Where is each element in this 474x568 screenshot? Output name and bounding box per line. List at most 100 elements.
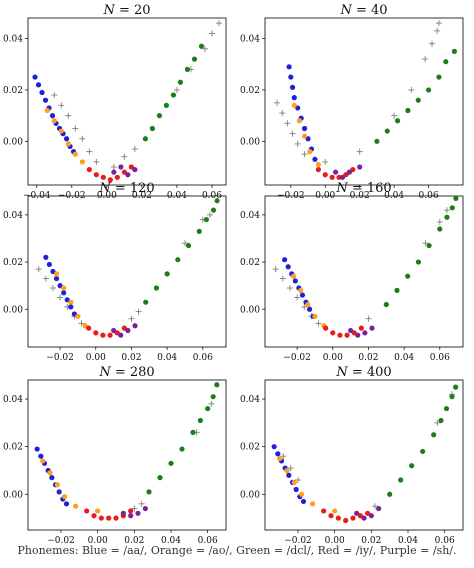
point-sh xyxy=(376,505,382,512)
point-dcl xyxy=(184,66,191,72)
point-ao xyxy=(51,118,57,124)
point-aa xyxy=(288,74,294,80)
point-iy xyxy=(84,508,90,514)
point-sh xyxy=(128,513,134,519)
x-tick-label: 0.00 xyxy=(323,353,343,363)
point-aa xyxy=(285,264,291,270)
panel-3: N = 120 −0.02 0.00 0.02 0.04 0.06 0.00 0.02 0.04 xyxy=(3,181,227,363)
plus-marker-cross xyxy=(443,207,450,214)
panel-title: N = 400 xyxy=(335,365,391,380)
plus-marker-cross xyxy=(201,45,208,52)
panel-title: N = 20 xyxy=(102,3,150,18)
axes-frame xyxy=(264,195,464,348)
point-iy xyxy=(100,332,106,338)
panel-title-var: N xyxy=(98,181,111,196)
point-iy xyxy=(358,325,364,331)
point-ao xyxy=(291,479,297,485)
point-sh xyxy=(354,510,360,516)
point-aa xyxy=(299,292,306,298)
point-iy xyxy=(350,515,356,521)
axes-frame xyxy=(27,17,227,186)
point-aa xyxy=(300,498,307,505)
point-dcl xyxy=(185,242,192,249)
point-aa xyxy=(39,89,45,96)
plus-marker-cross xyxy=(435,20,442,27)
point-iy xyxy=(106,515,112,521)
point-ao xyxy=(61,285,67,291)
point-ao xyxy=(305,301,311,308)
plus-marker-cross xyxy=(408,86,415,93)
plus-marker-cross xyxy=(279,110,286,117)
point-ao xyxy=(47,470,53,476)
point-aa xyxy=(53,275,60,282)
y-tick-label: 0.02 xyxy=(240,443,260,453)
point-ao xyxy=(95,508,101,514)
x-tick-label: −0.02 xyxy=(283,353,311,363)
plus-marker-cross xyxy=(434,27,441,34)
x-tick-label: 0.02 xyxy=(358,353,378,363)
point-dcl xyxy=(443,59,449,65)
y-tick-label: 0.04 xyxy=(240,211,260,221)
point-sh xyxy=(132,166,138,173)
x-tick-label: −0.02 xyxy=(46,353,74,363)
plus-marker-cross xyxy=(208,400,215,407)
plus-marker-cross xyxy=(429,40,436,47)
panel-title-value: = 160 xyxy=(348,181,392,196)
plus-marker-cross xyxy=(436,218,443,225)
plus-marker-cross xyxy=(295,477,301,483)
plus-marker-cross xyxy=(287,465,294,472)
point-ao xyxy=(65,141,71,147)
plus-marker-cross xyxy=(365,315,372,322)
point-ao xyxy=(284,467,290,474)
y-tick-label: 0.00 xyxy=(240,137,260,147)
x-tick-label: 0.02 xyxy=(121,353,141,363)
point-aa xyxy=(56,489,62,495)
point-aa xyxy=(275,451,281,457)
point-iy xyxy=(107,332,113,338)
point-aa xyxy=(286,472,292,478)
point-ao xyxy=(296,118,303,124)
point-dcl xyxy=(409,463,415,469)
plus-marker-cross xyxy=(422,56,429,63)
point-dcl xyxy=(453,195,459,201)
y-tick-label: 0.04 xyxy=(3,211,23,221)
point-dcl xyxy=(163,102,170,108)
x-tick-label: 0.04 xyxy=(394,353,414,363)
point-dcl xyxy=(387,491,393,497)
axes-frame xyxy=(27,379,227,531)
point-aa xyxy=(291,95,297,101)
point-aa xyxy=(49,113,56,119)
point-ao xyxy=(72,151,78,157)
point-dcl xyxy=(420,448,426,455)
plus-marker-cross xyxy=(315,320,322,327)
point-aa xyxy=(35,82,42,88)
point-sh xyxy=(357,164,363,170)
point-ao xyxy=(307,149,313,155)
point-dcl xyxy=(170,92,177,98)
point-iy xyxy=(344,332,350,338)
point-dcl xyxy=(168,460,174,466)
plus-marker-cross xyxy=(301,303,308,310)
plus-marker-cross xyxy=(206,211,213,218)
axes-frame xyxy=(264,379,464,531)
y-tick-label: 0.02 xyxy=(240,86,260,96)
panel-6: N = 400 −0.02 0.00 0.02 0.04 0.06 0.00 0.02 0.04 xyxy=(240,365,464,546)
point-aa xyxy=(286,64,292,70)
point-dcl xyxy=(198,43,205,49)
point-iy xyxy=(335,515,341,521)
point-iy xyxy=(323,325,329,331)
plus-marker-cross xyxy=(356,148,363,155)
plus-marker-cross xyxy=(57,294,64,301)
point-dcl xyxy=(214,198,220,204)
plus-marker-cross xyxy=(284,120,291,127)
point-sh xyxy=(332,169,339,175)
point-dcl xyxy=(164,271,170,277)
point-iy xyxy=(93,172,99,178)
point-dcl xyxy=(405,107,411,114)
point-sh xyxy=(118,164,124,170)
point-dcl xyxy=(142,136,148,142)
point-iy xyxy=(98,515,104,521)
plus-marker-cross xyxy=(422,240,429,247)
x-tick-label: 0.04 xyxy=(157,353,177,363)
